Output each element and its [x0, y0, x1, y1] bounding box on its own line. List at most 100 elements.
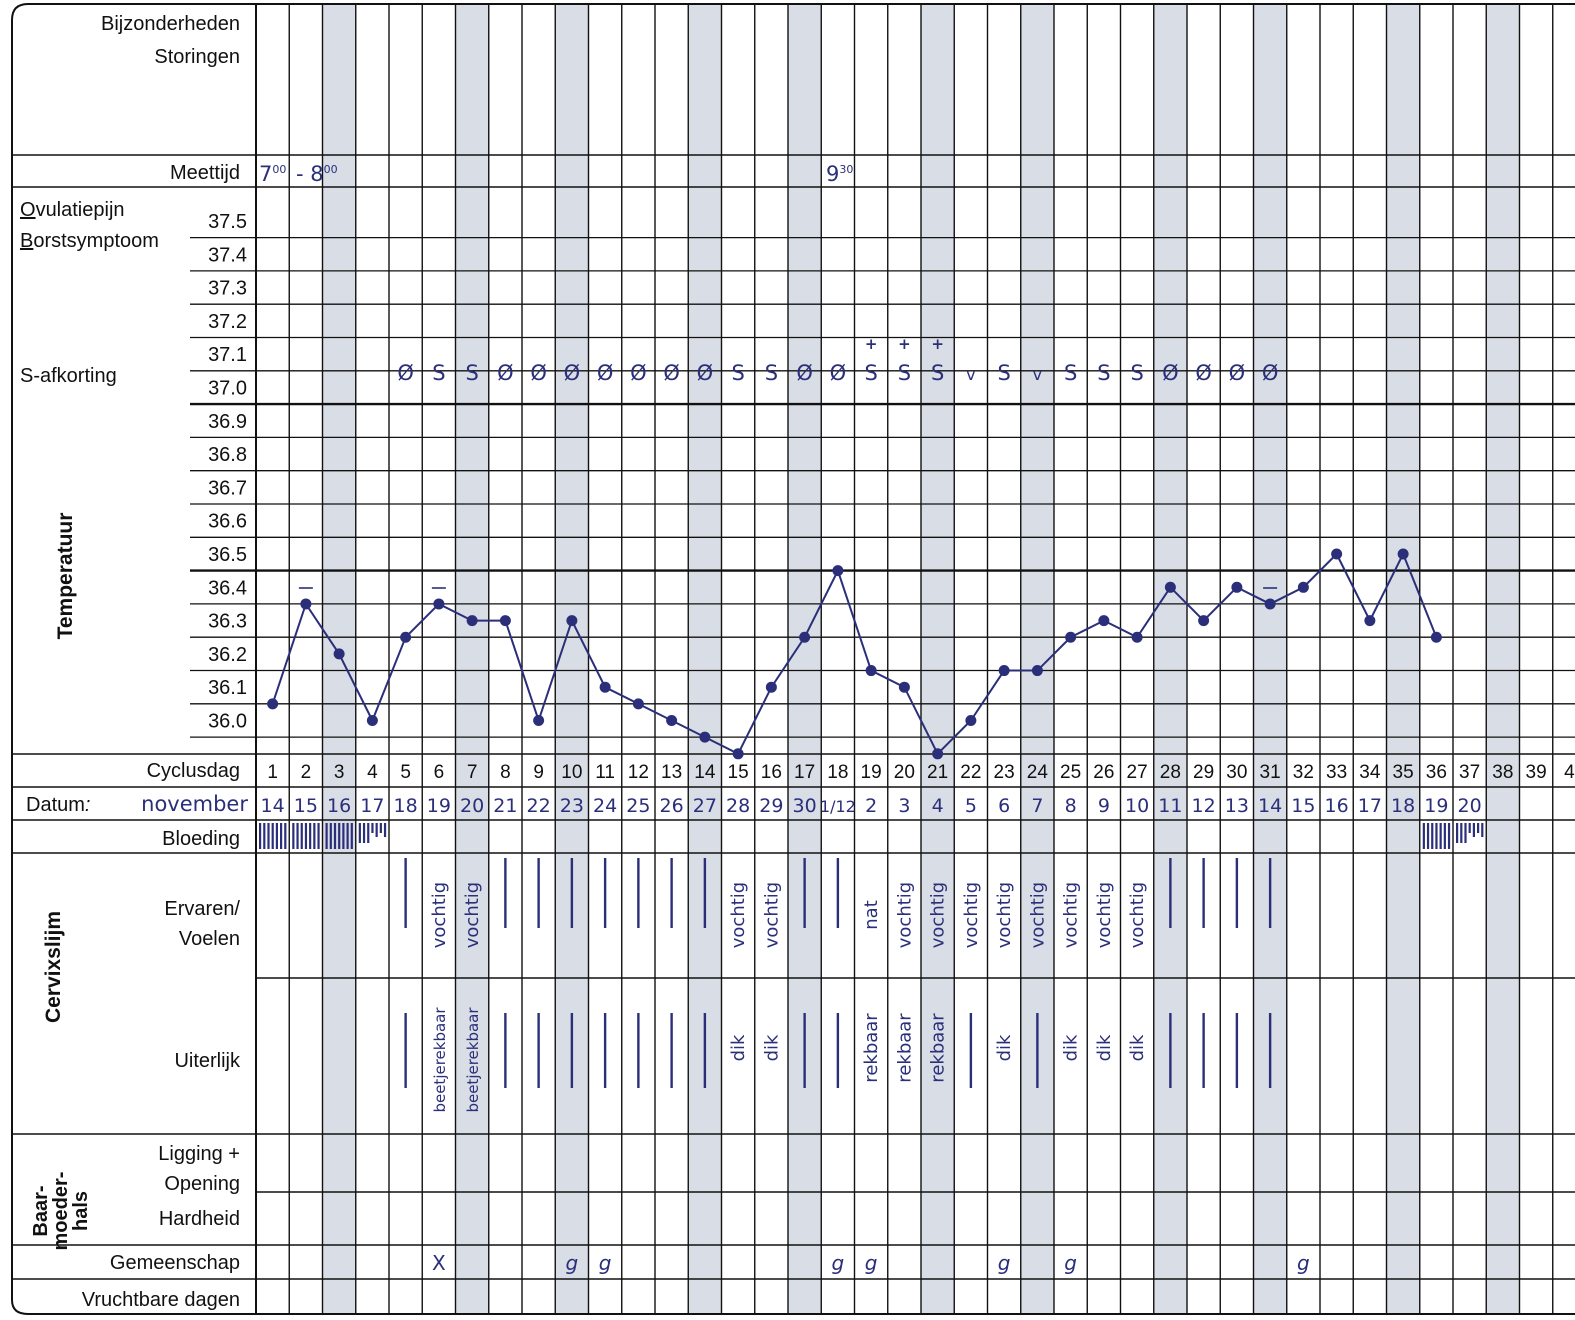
- cycle-day-label: 21: [927, 762, 948, 783]
- cycle-day-label: 13: [661, 762, 682, 783]
- y-tick-label: 36.2: [208, 644, 247, 666]
- bleeding-mark: [1468, 823, 1471, 833]
- uiterlijk-text: dik: [994, 1034, 1015, 1061]
- date-label: 10: [1125, 795, 1149, 817]
- cycle-day-label: 25: [1060, 762, 1081, 783]
- bleeding-mark: [1435, 823, 1438, 849]
- label-s-afkorting: S-afkorting: [20, 365, 117, 387]
- cycle-day-label: 9: [533, 762, 544, 783]
- y-tick-label: 36.4: [208, 577, 247, 599]
- date-label: 14: [1258, 795, 1282, 817]
- y-tick-label: 37.5: [208, 211, 247, 233]
- cycle-day-label: 12: [628, 762, 649, 783]
- cycle-day-label: 2: [301, 762, 312, 783]
- date-label: 18: [394, 795, 418, 817]
- label-ervaren: Ervaren/: [164, 898, 240, 920]
- s-afkorting-mark: Ø: [564, 361, 581, 385]
- bleeding-mark: [309, 823, 312, 849]
- temperature-point: [366, 715, 378, 726]
- temperature-point: [1364, 615, 1376, 627]
- bleeding-mark: [1431, 823, 1434, 849]
- ervaren-text: vochtig: [1127, 882, 1148, 948]
- y-tick-label: 36.9: [208, 411, 247, 433]
- s-afkorting-mark: S: [731, 361, 744, 385]
- label-borstsymptoom: Borstsymptoom: [20, 230, 159, 252]
- bleeding-mark: [1439, 823, 1442, 849]
- cycle-day-label: 7: [467, 762, 478, 783]
- cycle-day-label: 33: [1326, 762, 1347, 783]
- label-ligging: Ligging +: [158, 1143, 240, 1165]
- ervaren-text: vochtig: [1027, 882, 1048, 948]
- bleeding-mark: [1447, 823, 1451, 849]
- shaded-column-28: [1153, 4, 1187, 1314]
- shaded-column-31: [1253, 4, 1287, 1314]
- s-afkorting-mark: S: [765, 361, 778, 385]
- uiterlijk-text: rekbaar: [861, 1013, 882, 1083]
- date-label: 17: [1358, 795, 1382, 817]
- date-label: 4: [932, 795, 944, 817]
- temperature-point: [932, 748, 944, 760]
- temperature-point: [1065, 631, 1077, 643]
- bleeding-mark: [271, 823, 274, 849]
- date-label: 29: [759, 795, 783, 817]
- temperature-point: [267, 698, 279, 710]
- cycle-day-label: 30: [1226, 762, 1247, 783]
- s-afkorting-mark: Ø: [663, 361, 680, 385]
- meettijd-end: - 800: [296, 162, 338, 186]
- cycle-day-label: 15: [728, 762, 749, 783]
- meettijd-later: 930: [826, 162, 854, 186]
- shaded-column-38: [1486, 4, 1520, 1314]
- bleeding-mark: [1481, 823, 1484, 837]
- temperature-point: [333, 648, 345, 660]
- temperature-point: [466, 615, 478, 627]
- bleeding-mark: [292, 823, 295, 849]
- label-temperatuur: Temperatuur: [54, 512, 77, 640]
- s-afkorting-mark: Ø: [497, 361, 514, 385]
- temperature-point: [832, 565, 844, 577]
- bleeding-mark: [358, 823, 361, 843]
- s-afkorting-mark: v: [966, 365, 975, 384]
- y-tick-label: 36.0: [208, 711, 247, 733]
- label-gemeenschap: Gemeenschap: [109, 1252, 240, 1274]
- cycle-day-label: 1: [267, 762, 278, 783]
- cycle-day-label: 34: [1359, 762, 1381, 783]
- bleeding-mark: [333, 823, 337, 849]
- cycle-day-label: 35: [1393, 762, 1414, 783]
- s-afkorting-mark: S: [465, 361, 478, 385]
- bleeding-mark: [275, 823, 278, 849]
- s-afkorting-mark: S: [1064, 361, 1077, 385]
- uiterlijk-text: dik: [1127, 1034, 1148, 1061]
- y-tick-label: 36.1: [208, 677, 247, 699]
- cycle-day-label: 5: [400, 762, 411, 783]
- temperature-point: [799, 631, 811, 643]
- s-afkorting-mark: Ø: [597, 361, 614, 385]
- bleeding-mark: [263, 823, 266, 849]
- date-label: 18: [1391, 795, 1415, 817]
- ervaren-text: vochtig: [1094, 882, 1115, 948]
- chart-frame: [11, 3, 1575, 1315]
- temperature-point: [1231, 581, 1243, 593]
- bleeding-mark: [329, 823, 332, 849]
- date-label: 9: [1098, 795, 1110, 817]
- cycle-day-label: 26: [1093, 762, 1114, 783]
- gemeenschap-mark: g: [1297, 1251, 1310, 1275]
- date-label: 13: [1225, 795, 1249, 817]
- date-label: 20: [1458, 795, 1482, 817]
- bleeding-mark: [300, 823, 303, 849]
- temperature-point: [1031, 665, 1043, 677]
- temperature-point: [300, 598, 312, 610]
- bleeding-mark: [375, 823, 378, 837]
- gemeenschap-mark: g: [599, 1251, 612, 1275]
- temperature-point: [1131, 631, 1143, 643]
- s-afkorting-mark: Ø: [830, 361, 847, 385]
- cycle-day-label: 38: [1492, 762, 1513, 783]
- bleeding-mark: [1477, 823, 1480, 833]
- bleeding-mark: [259, 823, 262, 849]
- s-afkorting-mark: S: [1097, 361, 1110, 385]
- bleeding-mark: [317, 823, 320, 849]
- ervaren-text: vochtig: [961, 882, 982, 948]
- cycle-day-label: 32: [1293, 762, 1314, 783]
- label-bloeding: Bloeding: [162, 828, 240, 850]
- meettijd-start: 700: [259, 162, 287, 186]
